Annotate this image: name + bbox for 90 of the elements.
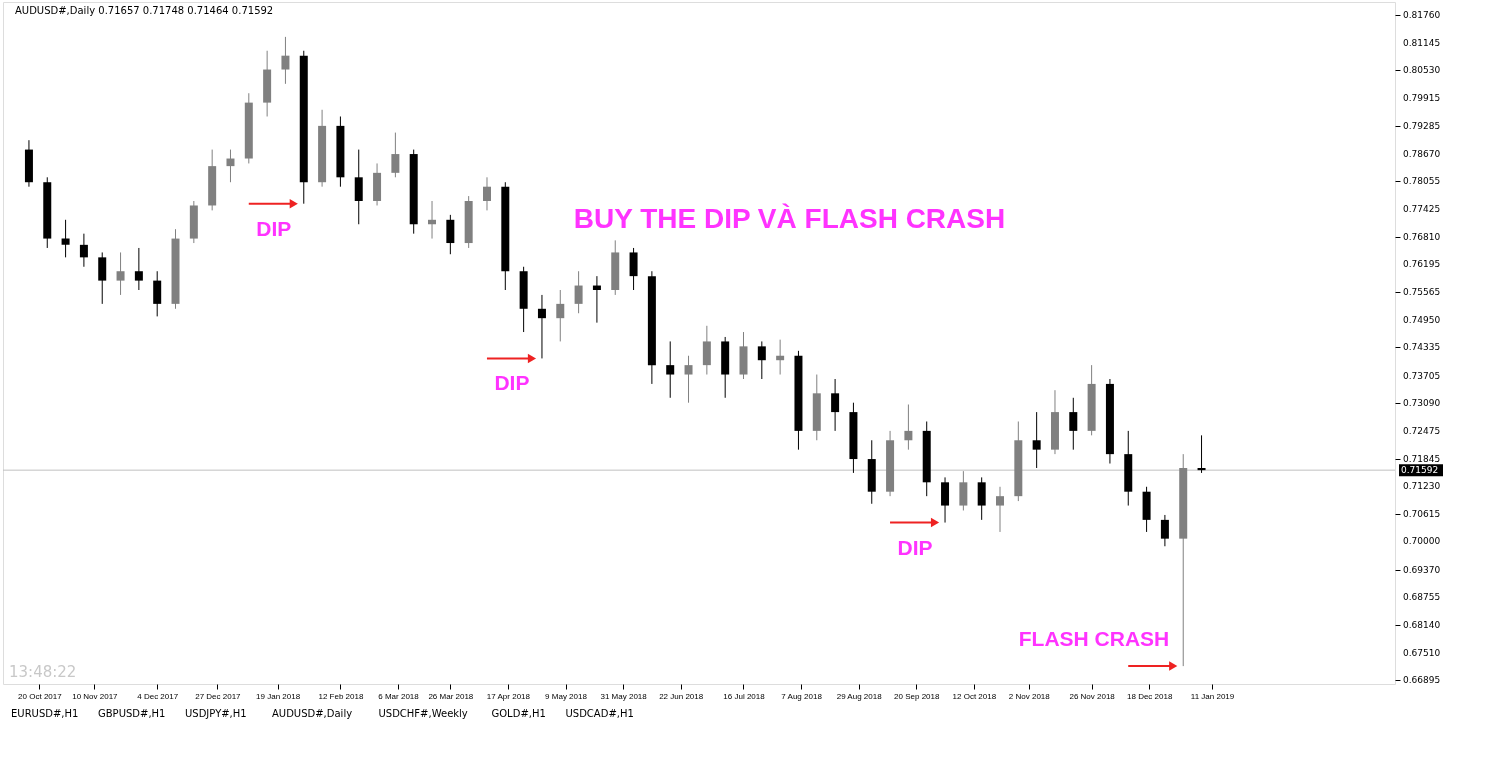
candlestick bbox=[666, 340, 675, 399]
candlestick bbox=[1032, 411, 1041, 469]
y-tick-label: 0.71845 bbox=[1403, 453, 1441, 464]
candlestick bbox=[556, 289, 565, 342]
candlestick bbox=[79, 233, 88, 268]
candlestick bbox=[153, 270, 162, 317]
y-tick-label: 0.80530 bbox=[1403, 65, 1441, 76]
y-tick-label: 0.81760 bbox=[1403, 10, 1441, 21]
candlestick bbox=[391, 132, 400, 178]
y-tick-label: 0.75565 bbox=[1403, 287, 1441, 298]
x-tick-label: 19 Jan 2018 bbox=[256, 691, 301, 701]
candlestick bbox=[61, 219, 70, 258]
x-tick-label: 22 Jun 2018 bbox=[659, 691, 704, 701]
y-tick-label: 0.79915 bbox=[1403, 92, 1441, 103]
x-tick-label: 18 Dec 2018 bbox=[1127, 691, 1173, 701]
annotation: DIP bbox=[897, 535, 933, 559]
y-tick-label: 0.70615 bbox=[1403, 508, 1441, 519]
text: USDCAD#,H1 bbox=[565, 708, 634, 719]
x-tick-label: 20 Oct 2017 bbox=[18, 691, 63, 701]
y-tick-label: 0.66895 bbox=[1403, 675, 1441, 686]
x-tick-label: 10 Nov 2017 bbox=[72, 691, 119, 701]
text: BUY THE DIP VÀ FLASH CRASH bbox=[573, 203, 1006, 235]
y-tick-label: 0.78670 bbox=[1403, 148, 1441, 159]
y-tick-label: 0.77425 bbox=[1403, 204, 1441, 215]
text: EURUSD#,H1 bbox=[11, 708, 79, 719]
x-tick-label: 12 Feb 2018 bbox=[318, 691, 364, 701]
y-tick-label: 0.74950 bbox=[1403, 314, 1441, 325]
x-tick-label: 26 Nov 2018 bbox=[1069, 691, 1116, 701]
candlestick bbox=[959, 470, 968, 511]
candlestick bbox=[134, 247, 143, 291]
candlestick bbox=[1069, 397, 1078, 451]
candlestick bbox=[574, 270, 583, 314]
candlestick bbox=[684, 355, 693, 404]
y-tick-label: 0.68140 bbox=[1403, 619, 1441, 630]
y-tick-label: 0.67510 bbox=[1403, 647, 1441, 658]
x-tick-label: 20 Sep 2018 bbox=[894, 691, 940, 701]
candlestick bbox=[354, 149, 363, 225]
candlestick bbox=[537, 294, 546, 359]
candlestick bbox=[702, 325, 711, 376]
candlestick bbox=[629, 247, 638, 291]
candlestick bbox=[116, 251, 125, 296]
annotation: DIP bbox=[494, 371, 530, 395]
ref-line-label: 0.71592 bbox=[1401, 465, 1439, 476]
x-tick-label: 29 Aug 2018 bbox=[836, 691, 883, 701]
candlestick bbox=[977, 476, 986, 521]
candlestick bbox=[831, 378, 840, 432]
y-tick-label: 0.73090 bbox=[1403, 398, 1441, 409]
x-tick-label: 2 Nov 2018 bbox=[1008, 691, 1051, 701]
candlestick bbox=[941, 476, 950, 524]
text: USDCHF#,Weekly bbox=[378, 708, 468, 719]
y-tick-label: 0.79285 bbox=[1403, 121, 1441, 132]
text: GBPUSD#,H1 bbox=[98, 708, 166, 719]
x-tick-label: 16 Jul 2018 bbox=[723, 691, 766, 701]
candlestick bbox=[1160, 514, 1169, 547]
x-tick-label: 17 Apr 2018 bbox=[486, 691, 531, 701]
x-tick-label: 27 Dec 2017 bbox=[195, 691, 242, 701]
x-tick-label: 31 May 2018 bbox=[600, 691, 648, 701]
y-tick-label: 0.76195 bbox=[1403, 259, 1441, 270]
candlestick bbox=[904, 403, 913, 451]
candlestick bbox=[98, 251, 107, 305]
x-tick-label: 6 Mar 2018 bbox=[378, 691, 420, 701]
text: USDJPY#,H1 bbox=[185, 708, 247, 719]
y-tick-label: 0.69370 bbox=[1403, 564, 1441, 575]
x-tick-label: 12 Oct 2018 bbox=[952, 691, 997, 701]
x-tick-label: 4 Dec 2017 bbox=[137, 691, 179, 701]
x-tick-label: 7 Aug 2018 bbox=[781, 691, 823, 701]
y-tick-label: 0.70000 bbox=[1403, 536, 1441, 547]
candlestick bbox=[757, 340, 766, 380]
y-tick-label: 0.78055 bbox=[1403, 176, 1441, 187]
text: GOLD#,H1 bbox=[491, 708, 546, 719]
x-tick-label: 26 Mar 2018 bbox=[428, 691, 474, 701]
annotation: AUDUSD#,Daily 0.71657 0.71748 0.71464 0.71592 bbox=[15, 5, 274, 16]
candlestick bbox=[996, 486, 1004, 533]
y-tick-label: 0.76810 bbox=[1403, 231, 1441, 242]
y-tick-label: 0.81145 bbox=[1403, 37, 1441, 48]
candlestick bbox=[446, 214, 455, 255]
x-tick-label: 9 May 2018 bbox=[545, 691, 588, 701]
candlestick bbox=[482, 176, 491, 211]
y-tick-label: 0.71230 bbox=[1403, 481, 1441, 492]
candlestick bbox=[1197, 434, 1206, 474]
y-tick-label: 0.68755 bbox=[1403, 592, 1441, 603]
text: AUDUSD#,Daily bbox=[272, 708, 353, 719]
y-tick-label: 0.74335 bbox=[1403, 342, 1441, 353]
y-tick-label: 0.73705 bbox=[1403, 370, 1441, 381]
candlestick bbox=[281, 36, 290, 85]
candlestick bbox=[226, 149, 235, 183]
y-tick-label: 0.72475 bbox=[1403, 425, 1441, 436]
x-tick-label: 11 Jan 2019 bbox=[1190, 691, 1235, 701]
annotation: FLASH CRASH bbox=[1018, 627, 1170, 651]
annotation: DIP bbox=[256, 216, 292, 240]
